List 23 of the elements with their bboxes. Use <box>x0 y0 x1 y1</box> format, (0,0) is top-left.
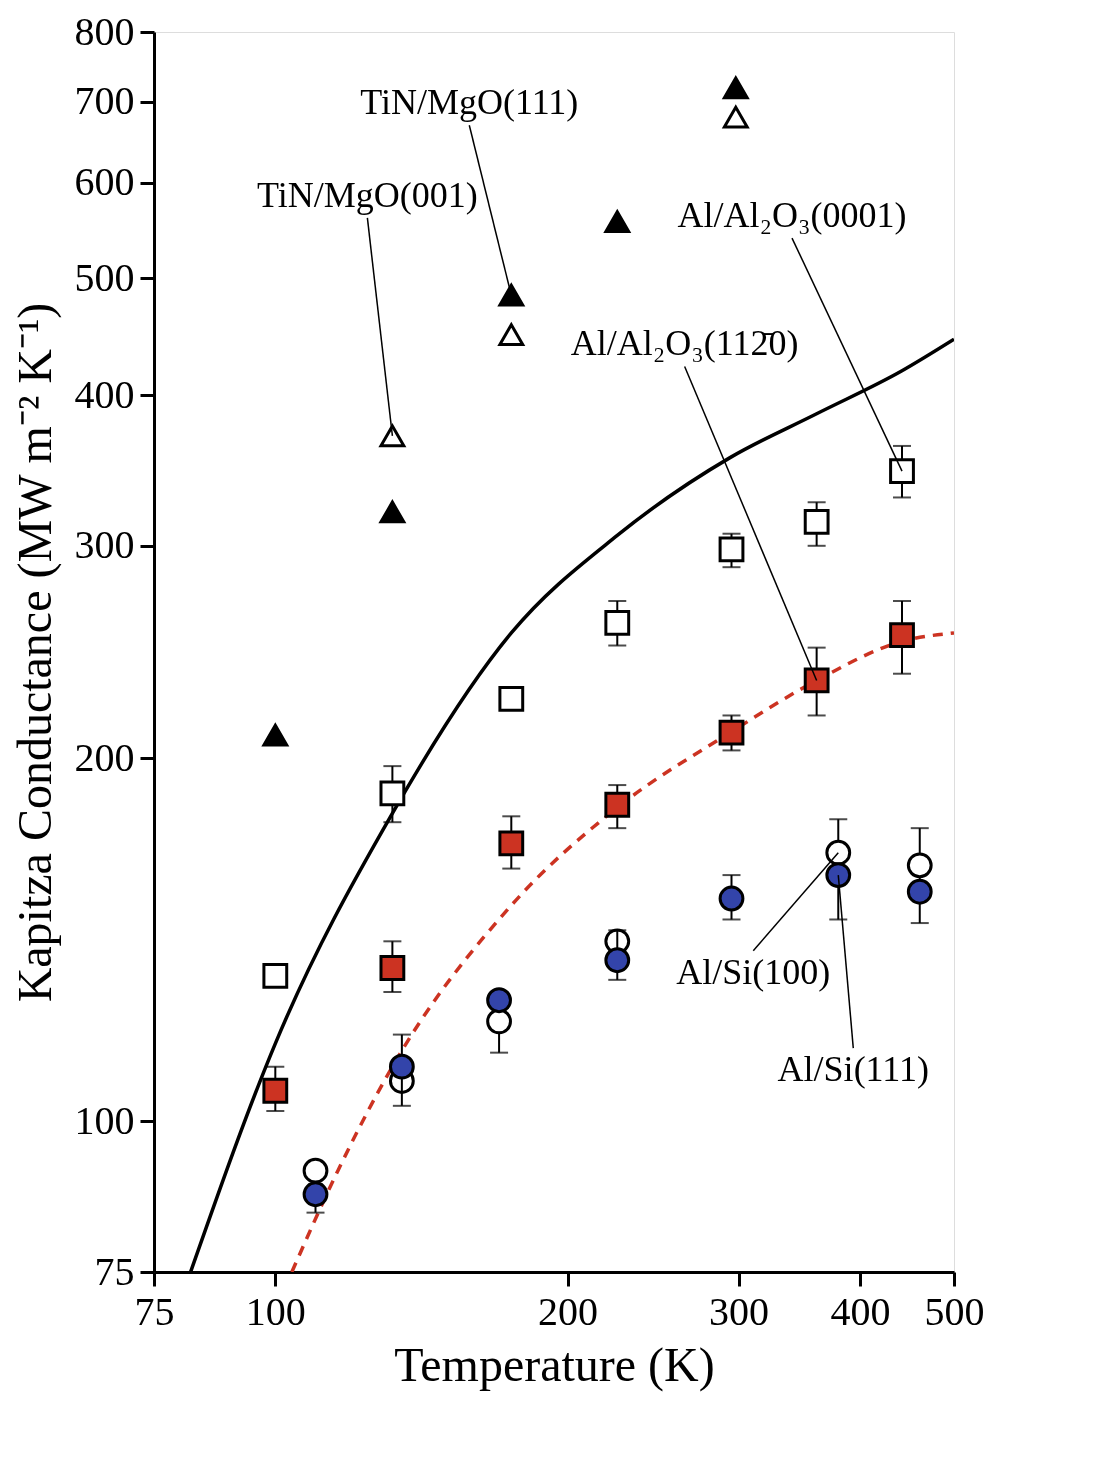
y-tick-label: 700 <box>74 78 135 124</box>
x-tick-label: 100 <box>245 1288 306 1334</box>
x-tick-label: 300 <box>709 1288 770 1334</box>
x-tick-label: 75 <box>134 1288 175 1334</box>
y-tick-label: 800 <box>74 8 135 54</box>
annotation: Al/Al₂O₃(112̄0) <box>570 323 799 364</box>
y-tick-label: 200 <box>74 734 135 780</box>
annotation: Al/Si(111) <box>777 1049 929 1090</box>
x-axis-title: Temperature (K) <box>394 1337 715 1392</box>
x-tick-label: 200 <box>538 1288 599 1334</box>
y-tick-label: 75 <box>94 1248 135 1294</box>
x-tick-label: 400 <box>830 1288 891 1334</box>
annotation: TiN/MgO(001) <box>257 174 478 215</box>
annotation: Al/Si(100) <box>676 951 831 992</box>
y-tick-label: 400 <box>74 371 135 417</box>
x-tick-label: 500 <box>924 1288 985 1334</box>
y-tick-label: 300 <box>74 522 135 568</box>
y-tick-label: 100 <box>74 1097 135 1143</box>
annotation: TiN/MgO(111) <box>360 82 579 123</box>
y-tick-label: 600 <box>74 159 135 205</box>
y-tick-label: 500 <box>74 254 135 300</box>
annotation: Al/Al₂O₃(0001) <box>677 195 907 236</box>
y-axis-title: Kapitza Conductance (MW m⁻² K⁻¹) <box>7 302 62 1003</box>
